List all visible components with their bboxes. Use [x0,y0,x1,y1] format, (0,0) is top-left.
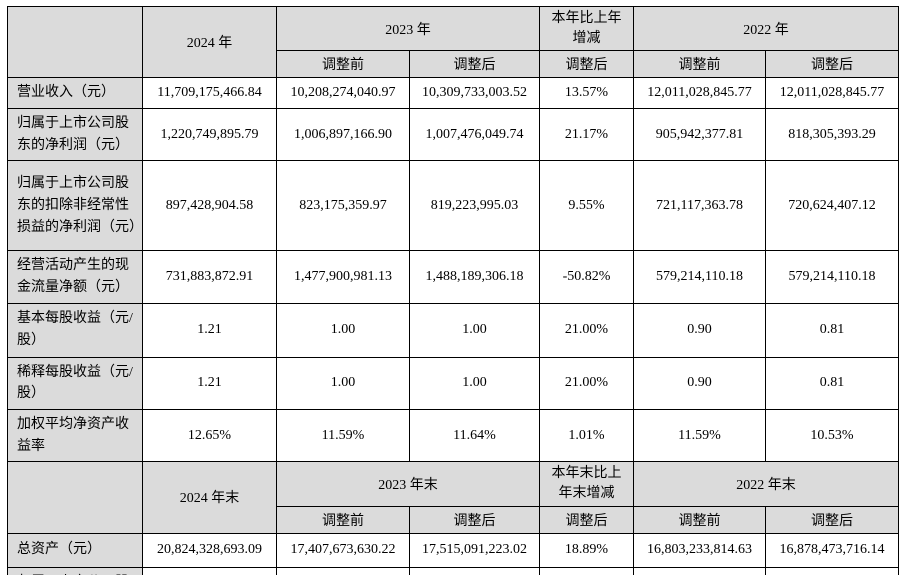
subheader-endchange-after: 调整后 [539,505,634,534]
header-2023: 2023 年 [276,5,540,52]
yearend-subheader-row: 调整前 调整后 调整后 调整前 调整后 [8,505,899,534]
cell-2022-after: 10.53% [765,408,899,463]
table-row: 营业收入（元） 11,709,175,466.84 10,208,274,040… [7,77,899,109]
cell-2022-after: 720,624,407.12 [765,160,899,252]
cell-2022-after: 579,214,110.18 [765,250,899,304]
cell-2024: 897,428,904.58 [142,160,277,252]
cell-2022-before: 579,214,110.18 [633,250,766,304]
cell-2023-before: 1,477,900,981.13 [276,250,410,304]
cell-2023-after: 17,515,091,223.02 [409,532,540,568]
cell-2024: 1.21 [142,356,277,411]
cell-2023-after: 10,309,733,003.52 [409,77,540,109]
corner-cell [7,461,143,534]
subheader-2022end-after: 调整后 [765,505,899,534]
header-2022: 2022 年 [633,5,899,52]
cell-2024: 20,824,328,693.09 [142,532,277,568]
cell-2023-before: 10,208,274,040.97 [276,77,410,109]
table-row: 经营活动产生的现金流量净额（元） 731,883,872.91 1,477,90… [7,250,899,304]
corner-cell [7,5,143,79]
cell-2024: 731,883,872.91 [142,250,277,304]
cell-change: 21.00% [539,302,634,358]
subheader-2023-after: 调整后 [409,50,540,79]
cell-change: 9.55% [539,160,634,252]
row-label: 加权平均净资产收益率 [7,408,143,463]
table-row: 归属于上市公司股东的净资产（元） 10,177,498,427.51 9,157… [7,566,899,575]
cell-2022-before: 905,942,377.81 [633,107,766,162]
row-label: 归属于上市公司股东的扣除非经常性损益的净利润（元） [7,160,143,252]
header-2024-end: 2024 年末 [142,461,277,534]
subheader-2023end-after: 调整后 [409,505,540,534]
table-row: 归属于上市公司股东的扣除非经常性损益的净利润（元） 897,428,904.58… [7,160,899,252]
row-label: 归属于上市公司股东的净利润（元） [7,107,143,162]
cell-2023-after: 1,007,476,049.74 [409,107,540,162]
cell-change: 18.89% [539,532,634,568]
cell-2022-after: 818,305,393.29 [765,107,899,162]
cell-2024: 12.65% [142,408,277,463]
cell-2024: 1.21 [142,302,277,358]
cell-2023-before: 11.59% [276,408,410,463]
cell-2023-before: 1.00 [276,302,410,358]
cell-2022-after: 16,878,473,716.14 [765,532,899,568]
cell-change: 13.57% [539,77,634,109]
subheader-change-after: 调整后 [539,50,634,79]
header-yoy-change: 本年比上年 增减 [539,5,634,52]
cell-2022-before: 0.90 [633,302,766,358]
subheader-2022end-before: 调整前 [633,505,766,534]
subheader-2022-after: 调整后 [765,50,899,79]
key-financial-indicators-table: 2024 年 2023 年 本年比上年 增减 2022 年 调整前 调整后 调整… [7,5,899,575]
cell-2023-after: 1,488,189,306.18 [409,250,540,304]
subheader-2022-before: 调整前 [633,50,766,79]
row-label: 经营活动产生的现金流量净额（元） [7,250,143,304]
subheader-2023end-before: 调整前 [276,505,410,534]
cell-change: -50.82% [539,250,634,304]
row-label: 基本每股收益（元/股） [7,302,143,358]
header-2023-end: 2023 年末 [276,461,540,507]
cell-2023-after: 11.64% [409,408,540,463]
row-label: 总资产（元） [7,532,143,568]
subheader-2023-before: 调整前 [276,50,410,79]
cell-2023-after: 819,223,995.03 [409,160,540,252]
cell-change: 21.00% [539,356,634,411]
annual-subheader-row: 调整前 调整后 调整后 调整前 调整后 [8,50,899,79]
table-row: 归属于上市公司股东的净利润（元） 1,220,749,895.79 1,006,… [7,107,899,162]
cell-2023-after: 1.00 [409,302,540,358]
row-label: 归属于上市公司股东的净资产（元） [7,566,143,575]
table-row: 总资产（元） 20,824,328,693.09 17,407,673,630.… [7,532,899,568]
cell-2022-after: 0.81 [765,356,899,411]
row-label: 稀释每股收益（元/股） [7,356,143,411]
header-yearend-change: 本年末比上 年末增减 [539,461,634,507]
table-row: 稀释每股收益（元/股） 1.21 1.00 1.00 21.00% 0.90 0… [7,356,899,411]
yearend-header-row: 2024 年末 2023 年末 本年末比上 年末增减 2022 年末 [7,461,899,534]
cell-2022-before: 8,237,417,235.22 [633,566,766,575]
cell-2022-before: 11.59% [633,408,766,463]
cell-2023-after: 1.00 [409,356,540,411]
table-row: 加权平均净资产收益率 12.65% 11.59% 11.64% 1.01% 11… [7,408,899,463]
cell-2022-before: 0.90 [633,356,766,411]
cell-2024: 1,220,749,895.79 [142,107,277,162]
cell-2022-before: 721,117,363.78 [633,160,766,252]
annual-header-row: 2024 年 2023 年 本年比上年 增减 2022 年 [7,5,899,79]
cell-2023-before: 1,006,897,166.90 [276,107,410,162]
cell-2022-after: 0.81 [765,302,899,358]
cell-change: 1.01% [539,408,634,463]
cell-change: 21.17% [539,107,634,162]
table-row: 基本每股收益（元/股） 1.21 1.00 1.00 21.00% 0.90 0… [7,302,899,358]
row-label: 营业收入（元） [7,77,143,109]
cell-2023-before: 1.00 [276,356,410,411]
cell-2023-before: 9,157,194,760.05 [276,566,410,575]
header-2022-end: 2022 年末 [633,461,899,507]
cell-2022-after: 8,206,149,584.88 [765,566,899,575]
cell-2022-before: 16,803,233,814.63 [633,532,766,568]
cell-2023-after: 9,126,505,992.54 [409,566,540,575]
cell-2022-after: 12,011,028,845.77 [765,77,899,109]
cell-change: 11.52% [539,566,634,575]
header-2024: 2024 年 [142,5,277,79]
cell-2022-before: 12,011,028,845.77 [633,77,766,109]
cell-2023-before: 823,175,359.97 [276,160,410,252]
cell-2024: 11,709,175,466.84 [142,77,277,109]
cell-2023-before: 17,407,673,630.22 [276,532,410,568]
cell-2024: 10,177,498,427.51 [142,566,277,575]
